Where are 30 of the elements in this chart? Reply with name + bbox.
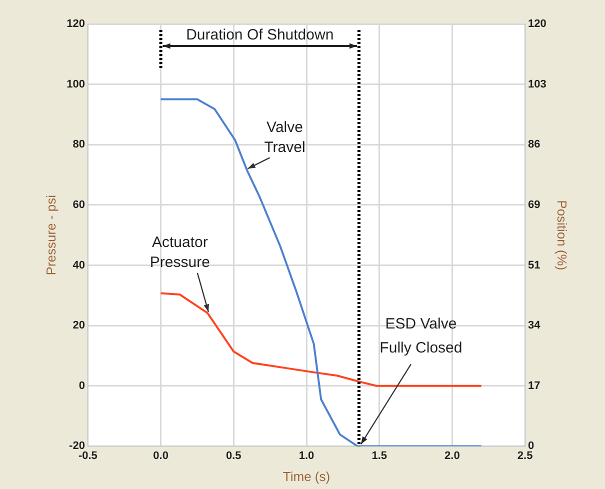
annotation: ESD Valve Fully Closed <box>380 315 462 356</box>
x-tick-label: 2.0 <box>444 450 460 462</box>
x-tick-label: 0.5 <box>226 450 242 462</box>
y2-tick-label: 0 <box>528 440 534 452</box>
y-tick-label: 60 <box>72 198 85 211</box>
y2-tick-label: 17 <box>528 380 540 392</box>
y2-tick-label: 86 <box>528 138 540 151</box>
y-tick-label: 120 <box>66 18 85 30</box>
y2-tick-label: 51 <box>528 259 540 272</box>
x-tick-label: 1.5 <box>372 450 387 462</box>
series-label: Valve Travel <box>264 118 306 156</box>
x-tick-label: -0.5 <box>78 450 98 462</box>
y2-tick-label: 69 <box>528 198 540 211</box>
y2-axis-title: Position (%) <box>554 200 570 270</box>
y-tick-label: 0 <box>78 380 85 392</box>
x-axis-title: Time (s) <box>282 468 330 484</box>
y-tick-label: 20 <box>72 320 85 332</box>
annotation: Duration Of Shutdown <box>186 26 334 44</box>
x-tick-label: 0.0 <box>153 450 168 462</box>
y-tick-label: 80 <box>72 138 85 151</box>
y2-tick-label: 34 <box>528 320 542 332</box>
y-axis-title: Pressure - psi <box>43 194 58 276</box>
x-tick-label: 1.0 <box>298 450 314 462</box>
y-tick-label: 40 <box>72 259 85 272</box>
series-label: Actuator Pressure <box>150 234 210 272</box>
y2-tick-label: 103 <box>528 78 546 90</box>
y-tick-label: 100 <box>66 78 85 90</box>
y-tick-label: -20 <box>69 440 85 452</box>
y2-tick-label: 120 <box>528 18 546 30</box>
x-tick-label: 2.5 <box>517 450 533 462</box>
